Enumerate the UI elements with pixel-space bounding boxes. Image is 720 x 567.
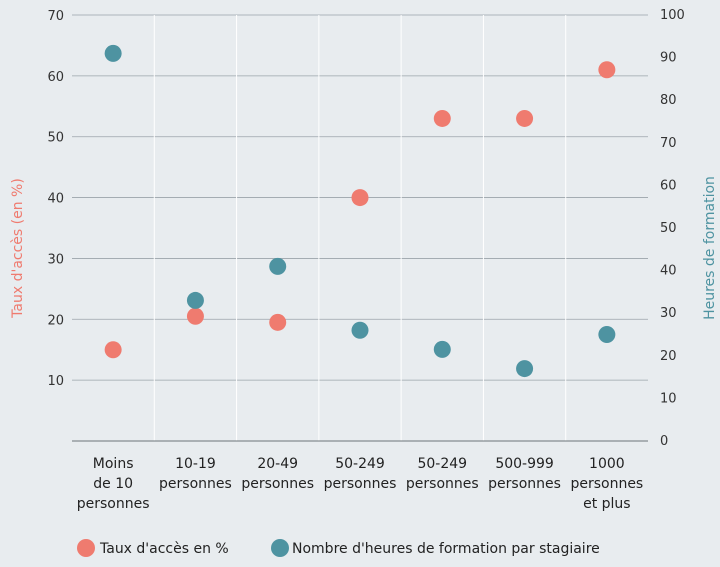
x-tick-label: Moins [93,456,134,472]
y-left-tick-label: 10 [47,374,64,389]
legend-marker [77,539,95,557]
point-heures-formation [516,360,534,378]
y-right-tick-label: 40 [660,264,677,279]
x-tick-label: personnes [159,476,232,492]
y-right-axis-title: Heures de formation [702,176,718,320]
y-left-tick-label: 20 [47,313,64,328]
x-tick-label: de 10 [93,476,133,492]
y-right-tick-label: 70 [660,136,677,151]
point-heures-formation [104,44,122,62]
y-left-tick-label: 30 [47,252,64,267]
y-right-tick-label: 80 [660,93,677,108]
point-taux-acces [104,341,122,359]
y-left-tick-label: 50 [47,131,64,146]
point-taux-acces [516,109,534,127]
point-heures-formation [269,257,287,275]
x-tick-label: 50-249 [335,456,385,472]
y-right-tick-label: 0 [660,434,668,449]
x-tick-label: 500-999 [495,456,554,472]
legend-label: Taux d'accès en % [99,541,229,557]
point-taux-acces [598,61,616,79]
legend-label: Nombre d'heures de formation par stagiai… [292,541,600,557]
point-heures-formation [433,340,451,358]
x-tick-label: 10-19 [175,456,216,472]
point-taux-acces [351,189,369,207]
point-taux-acces [186,307,204,325]
legend-marker [271,539,289,557]
x-tick-label: 20-49 [257,456,298,472]
x-tick-label: personnes [241,476,314,492]
y-right-tick-label: 60 [660,178,677,193]
y-left-tick-label: 60 [47,70,64,85]
x-tick-label: personnes [324,476,397,492]
x-tick-label: 50-249 [417,456,467,472]
point-heures-formation [186,291,204,309]
y-right-tick-label: 90 [660,51,677,66]
y-right-tick-label: 50 [660,221,677,236]
point-heures-formation [598,326,616,343]
point-taux-acces [433,109,451,127]
x-tick-label: et plus [583,496,631,512]
x-tick-label: personnes [406,476,479,492]
y-right-tick-label: 20 [660,349,677,364]
x-tick-label: 1000 [589,456,625,472]
x-tick-label: personnes [570,476,643,492]
y-left-tick-label: 40 [47,192,64,207]
x-tick-label: personnes [488,476,561,492]
y-left-tick-label: 70 [47,9,64,24]
y-left-axis-title: Taux d'accès (en %) [10,178,26,319]
x-tick-label: personnes [77,496,150,512]
y-right-tick-label: 100 [660,8,685,23]
point-heures-formation [351,321,369,339]
y-right-tick-label: 10 [660,391,677,406]
y-right-tick-label: 30 [660,306,677,321]
point-taux-acces [269,313,287,331]
